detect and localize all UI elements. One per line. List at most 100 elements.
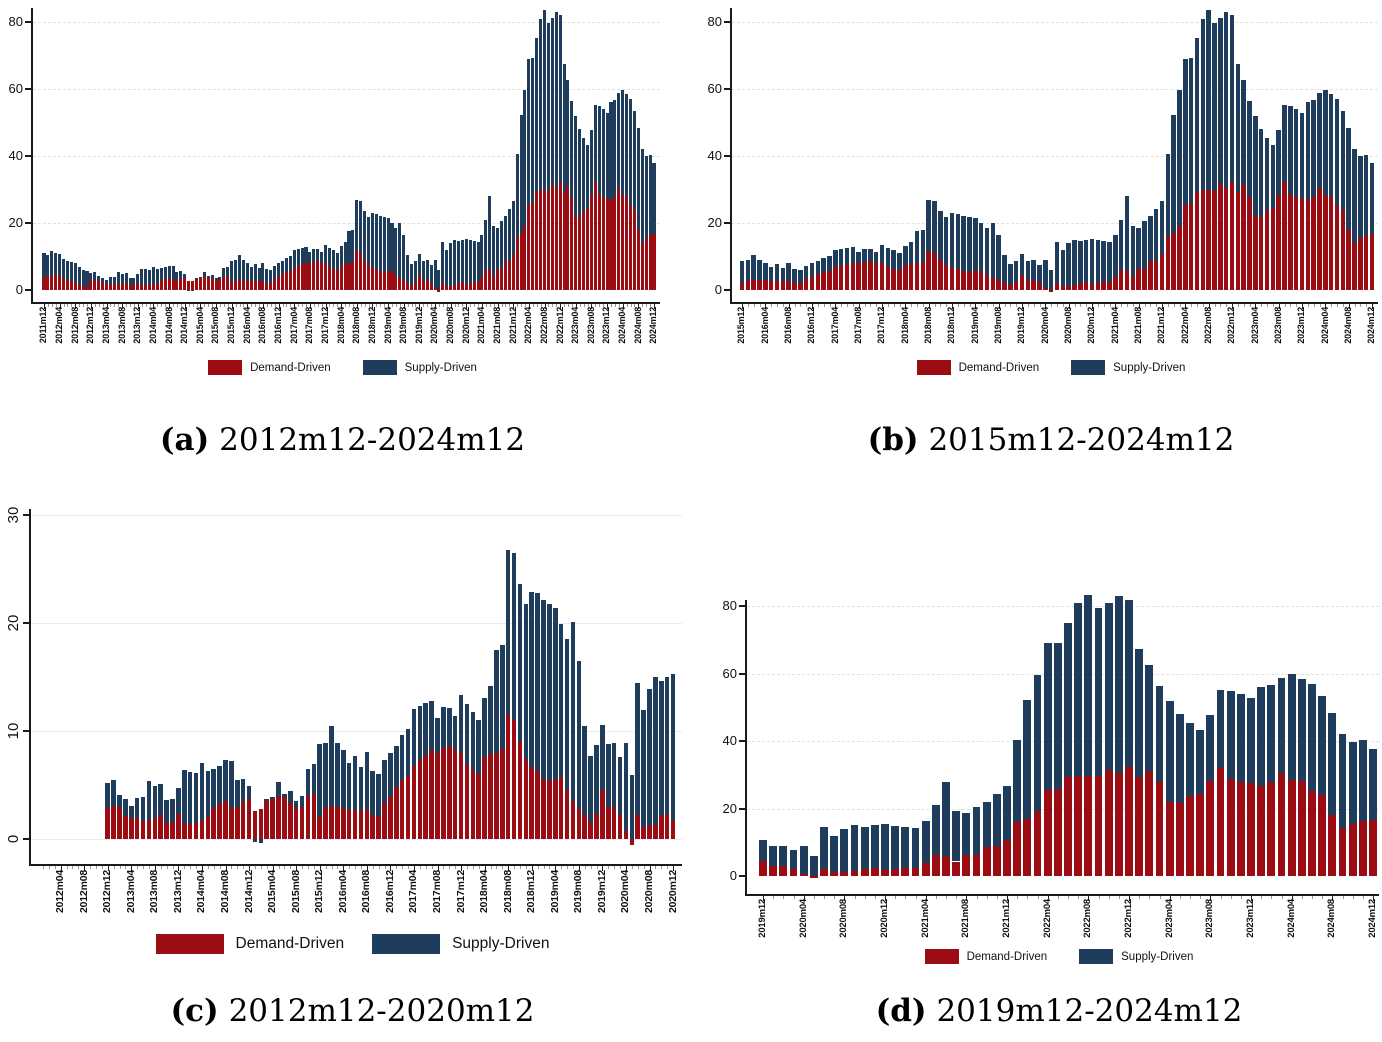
bar-supply — [42, 253, 46, 277]
bar-supply — [1155, 685, 1164, 783]
bar-supply — [46, 254, 50, 276]
x-tick-minor — [302, 304, 304, 307]
x-tick-major — [249, 866, 251, 871]
bar-demand — [992, 846, 1001, 876]
x-tick-minor — [180, 304, 182, 307]
x-tick-minor — [1220, 896, 1222, 899]
bar-supply — [347, 231, 351, 264]
bar-supply — [388, 752, 393, 796]
bar-supply — [1053, 642, 1062, 789]
bar-supply — [774, 264, 780, 281]
bar-demand — [558, 777, 564, 839]
x-tick-minor — [661, 866, 663, 869]
bar-demand — [570, 801, 576, 839]
x-tick-minor — [113, 866, 115, 869]
x-tick-major — [343, 866, 345, 871]
x-tick-minor — [643, 866, 645, 869]
bar-supply — [911, 828, 920, 868]
bar-supply — [653, 677, 658, 824]
x-tick-minor — [284, 866, 286, 869]
x-tick-minor — [1352, 896, 1354, 899]
bar-demand — [312, 261, 316, 290]
bar-demand — [1226, 778, 1235, 876]
bar-supply — [406, 254, 410, 283]
x-tick-minor — [1301, 896, 1303, 899]
bar-supply — [293, 801, 299, 808]
bar-supply — [850, 247, 856, 263]
bar-supply — [346, 763, 352, 810]
x-tick-minor — [173, 304, 175, 307]
bar-demand — [625, 195, 629, 290]
x-tick-minor — [423, 304, 425, 307]
bar-supply — [311, 764, 317, 794]
bar-demand — [222, 276, 226, 290]
bar-demand — [492, 275, 496, 290]
bar-supply — [167, 265, 171, 279]
panel-d: 0 20 40 60 80 2019m12 2020m04 2020m08 2020m12 202… — [690, 465, 1382, 1042]
bar-demand — [574, 216, 578, 290]
bar-supply — [223, 760, 228, 802]
bar-supply — [539, 18, 543, 191]
legend-supply-label: Supply-Driven — [404, 361, 477, 374]
bar-demand — [183, 277, 187, 290]
bar-supply — [558, 624, 564, 778]
x-tick-minor — [67, 304, 69, 307]
gridline — [31, 731, 682, 732]
bar-demand — [97, 279, 101, 290]
x-tick-minor — [1290, 304, 1292, 307]
bar-demand — [292, 267, 296, 290]
x-tick-minor — [462, 304, 464, 307]
bar-supply — [453, 239, 457, 286]
bar-supply — [955, 213, 961, 269]
bar-demand — [441, 748, 446, 839]
bar-supply — [1200, 18, 1206, 191]
bar-demand — [77, 284, 81, 290]
bar-demand — [175, 279, 179, 290]
x-tick-major — [575, 304, 577, 309]
gridline — [732, 89, 1378, 90]
bar-demand — [374, 268, 378, 290]
bar-supply — [1186, 723, 1194, 797]
bar-demand — [1113, 276, 1118, 290]
x-tick-major — [952, 304, 953, 309]
bar-demand — [881, 869, 889, 876]
x-tick-minor — [454, 304, 456, 307]
bar-supply — [578, 129, 582, 218]
bar-supply — [482, 697, 487, 757]
bar-supply — [984, 228, 990, 275]
bar-supply — [358, 766, 364, 811]
bar-demand — [1317, 187, 1322, 290]
bar-supply — [931, 805, 940, 856]
x-tick-minor — [307, 866, 309, 869]
bar-demand — [647, 826, 652, 839]
bar-demand — [535, 191, 539, 290]
bar-demand — [123, 816, 128, 839]
bar-demand — [308, 263, 312, 290]
bar-supply — [992, 794, 1001, 847]
bar-demand — [210, 278, 214, 290]
bar-demand — [1328, 815, 1337, 876]
bar-demand — [809, 276, 815, 290]
x-tick-major — [555, 866, 557, 871]
x-tick-major — [602, 866, 604, 871]
x-tick-minor — [51, 304, 53, 307]
bar-supply — [296, 248, 300, 266]
bar-demand — [1171, 233, 1176, 290]
bar-supply — [523, 603, 529, 760]
x-tick-minor — [78, 866, 80, 869]
bar-demand — [605, 197, 609, 290]
bar-demand — [1235, 191, 1241, 290]
bar-demand — [167, 278, 171, 290]
bar-supply — [433, 260, 437, 288]
bar-demand — [531, 203, 535, 290]
x-tick-minor — [794, 304, 796, 307]
x-tick-minor — [935, 896, 937, 899]
x-tick-major — [966, 896, 968, 901]
x-tick-minor — [290, 304, 292, 307]
x-tick-minor — [1057, 896, 1059, 899]
bar-demand — [229, 807, 234, 839]
x-tick-major — [319, 866, 321, 871]
x-tick-minor — [1322, 896, 1324, 899]
bar-demand — [949, 267, 955, 290]
bar-demand — [1223, 187, 1229, 290]
